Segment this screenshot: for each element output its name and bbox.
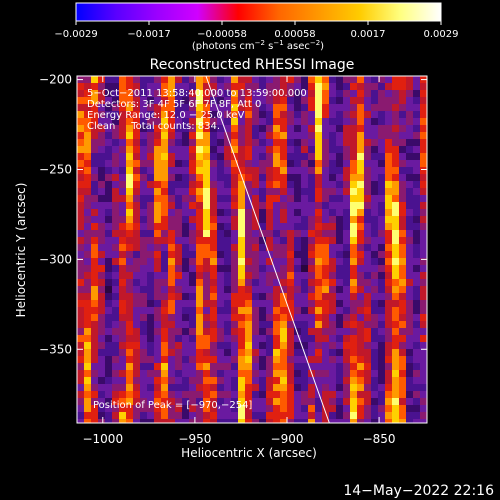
- colorbar-tick-label: 0.00058: [274, 29, 315, 40]
- info-line-counts: Clean Total counts: 834.: [87, 121, 220, 132]
- unit-part-5: −2: [310, 39, 320, 47]
- unit-part-6: ): [320, 41, 324, 52]
- colorbar-tick-label: 0.0017: [351, 29, 386, 40]
- colorbar-tick-label: −0.0029: [54, 29, 97, 40]
- y-axis-ticks: −200 −250 −300 −350: [39, 73, 427, 356]
- heatmap-image: [77, 76, 427, 423]
- peak-position-label: Position of Peak = [−970,−254]: [93, 400, 252, 411]
- observation-info: 5−Oct−2011 13:58:40.000 to 13:59:00.000 …: [87, 88, 307, 132]
- y-tick-label: −350: [39, 342, 72, 356]
- x-tick-label: −1000: [82, 432, 123, 446]
- colorbar-ticks: −0.0029 −0.0017 −0.00058 0.00058 0.0017 0.002…: [54, 21, 459, 40]
- colorbar: −0.0029 −0.0017 −0.00058 0.00058 0.0017 0.002…: [54, 2, 459, 52]
- solar-limb-line: [205, 76, 330, 423]
- info-line-time: 5−Oct−2011 13:58:40.000 to 13:59:00.000: [87, 88, 307, 99]
- colorbar-tick-label: −0.00058: [197, 29, 247, 40]
- plot-frame: [76, 75, 428, 424]
- y-tick-label: −300: [39, 252, 72, 266]
- unit-part-2: s: [265, 41, 273, 52]
- generated-timestamp: 14−May−2022 22:16: [343, 483, 494, 499]
- y-tick-label: −200: [39, 73, 72, 87]
- x-axis-ticks: −1000 −950 −900 −850: [82, 76, 396, 446]
- y-tick-label: −250: [39, 162, 72, 176]
- x-tick-label: −900: [271, 432, 304, 446]
- colorbar-strip: [75, 2, 442, 22]
- colorbar-tick-label: 0.0029: [424, 29, 459, 40]
- unit-part-4: asec: [284, 41, 310, 52]
- unit-part-1: −2: [255, 39, 265, 47]
- x-tick-label: −950: [178, 432, 211, 446]
- chart-title: Reconstructed RHESSI Image: [150, 57, 355, 73]
- info-line-energy: Energy Range: 12.0 − 25.0 keV: [87, 110, 244, 121]
- unit-part-0: (photons cm: [192, 41, 255, 52]
- unit-part-3: −1: [273, 39, 283, 47]
- x-tick-label: −850: [363, 432, 396, 446]
- y-axis-label: Heliocentric Y (arcsec): [14, 183, 28, 318]
- info-line-detectors: Detectors: 3F 4F 5F 6F 7F 8F, Att 0: [87, 99, 261, 110]
- colorbar-tick-label: −0.0017: [127, 29, 170, 40]
- x-axis-label: Heliocentric X (arcsec): [181, 446, 317, 460]
- colorbar-unit-label: (photons cm−2 s−1 asec−2): [192, 39, 324, 52]
